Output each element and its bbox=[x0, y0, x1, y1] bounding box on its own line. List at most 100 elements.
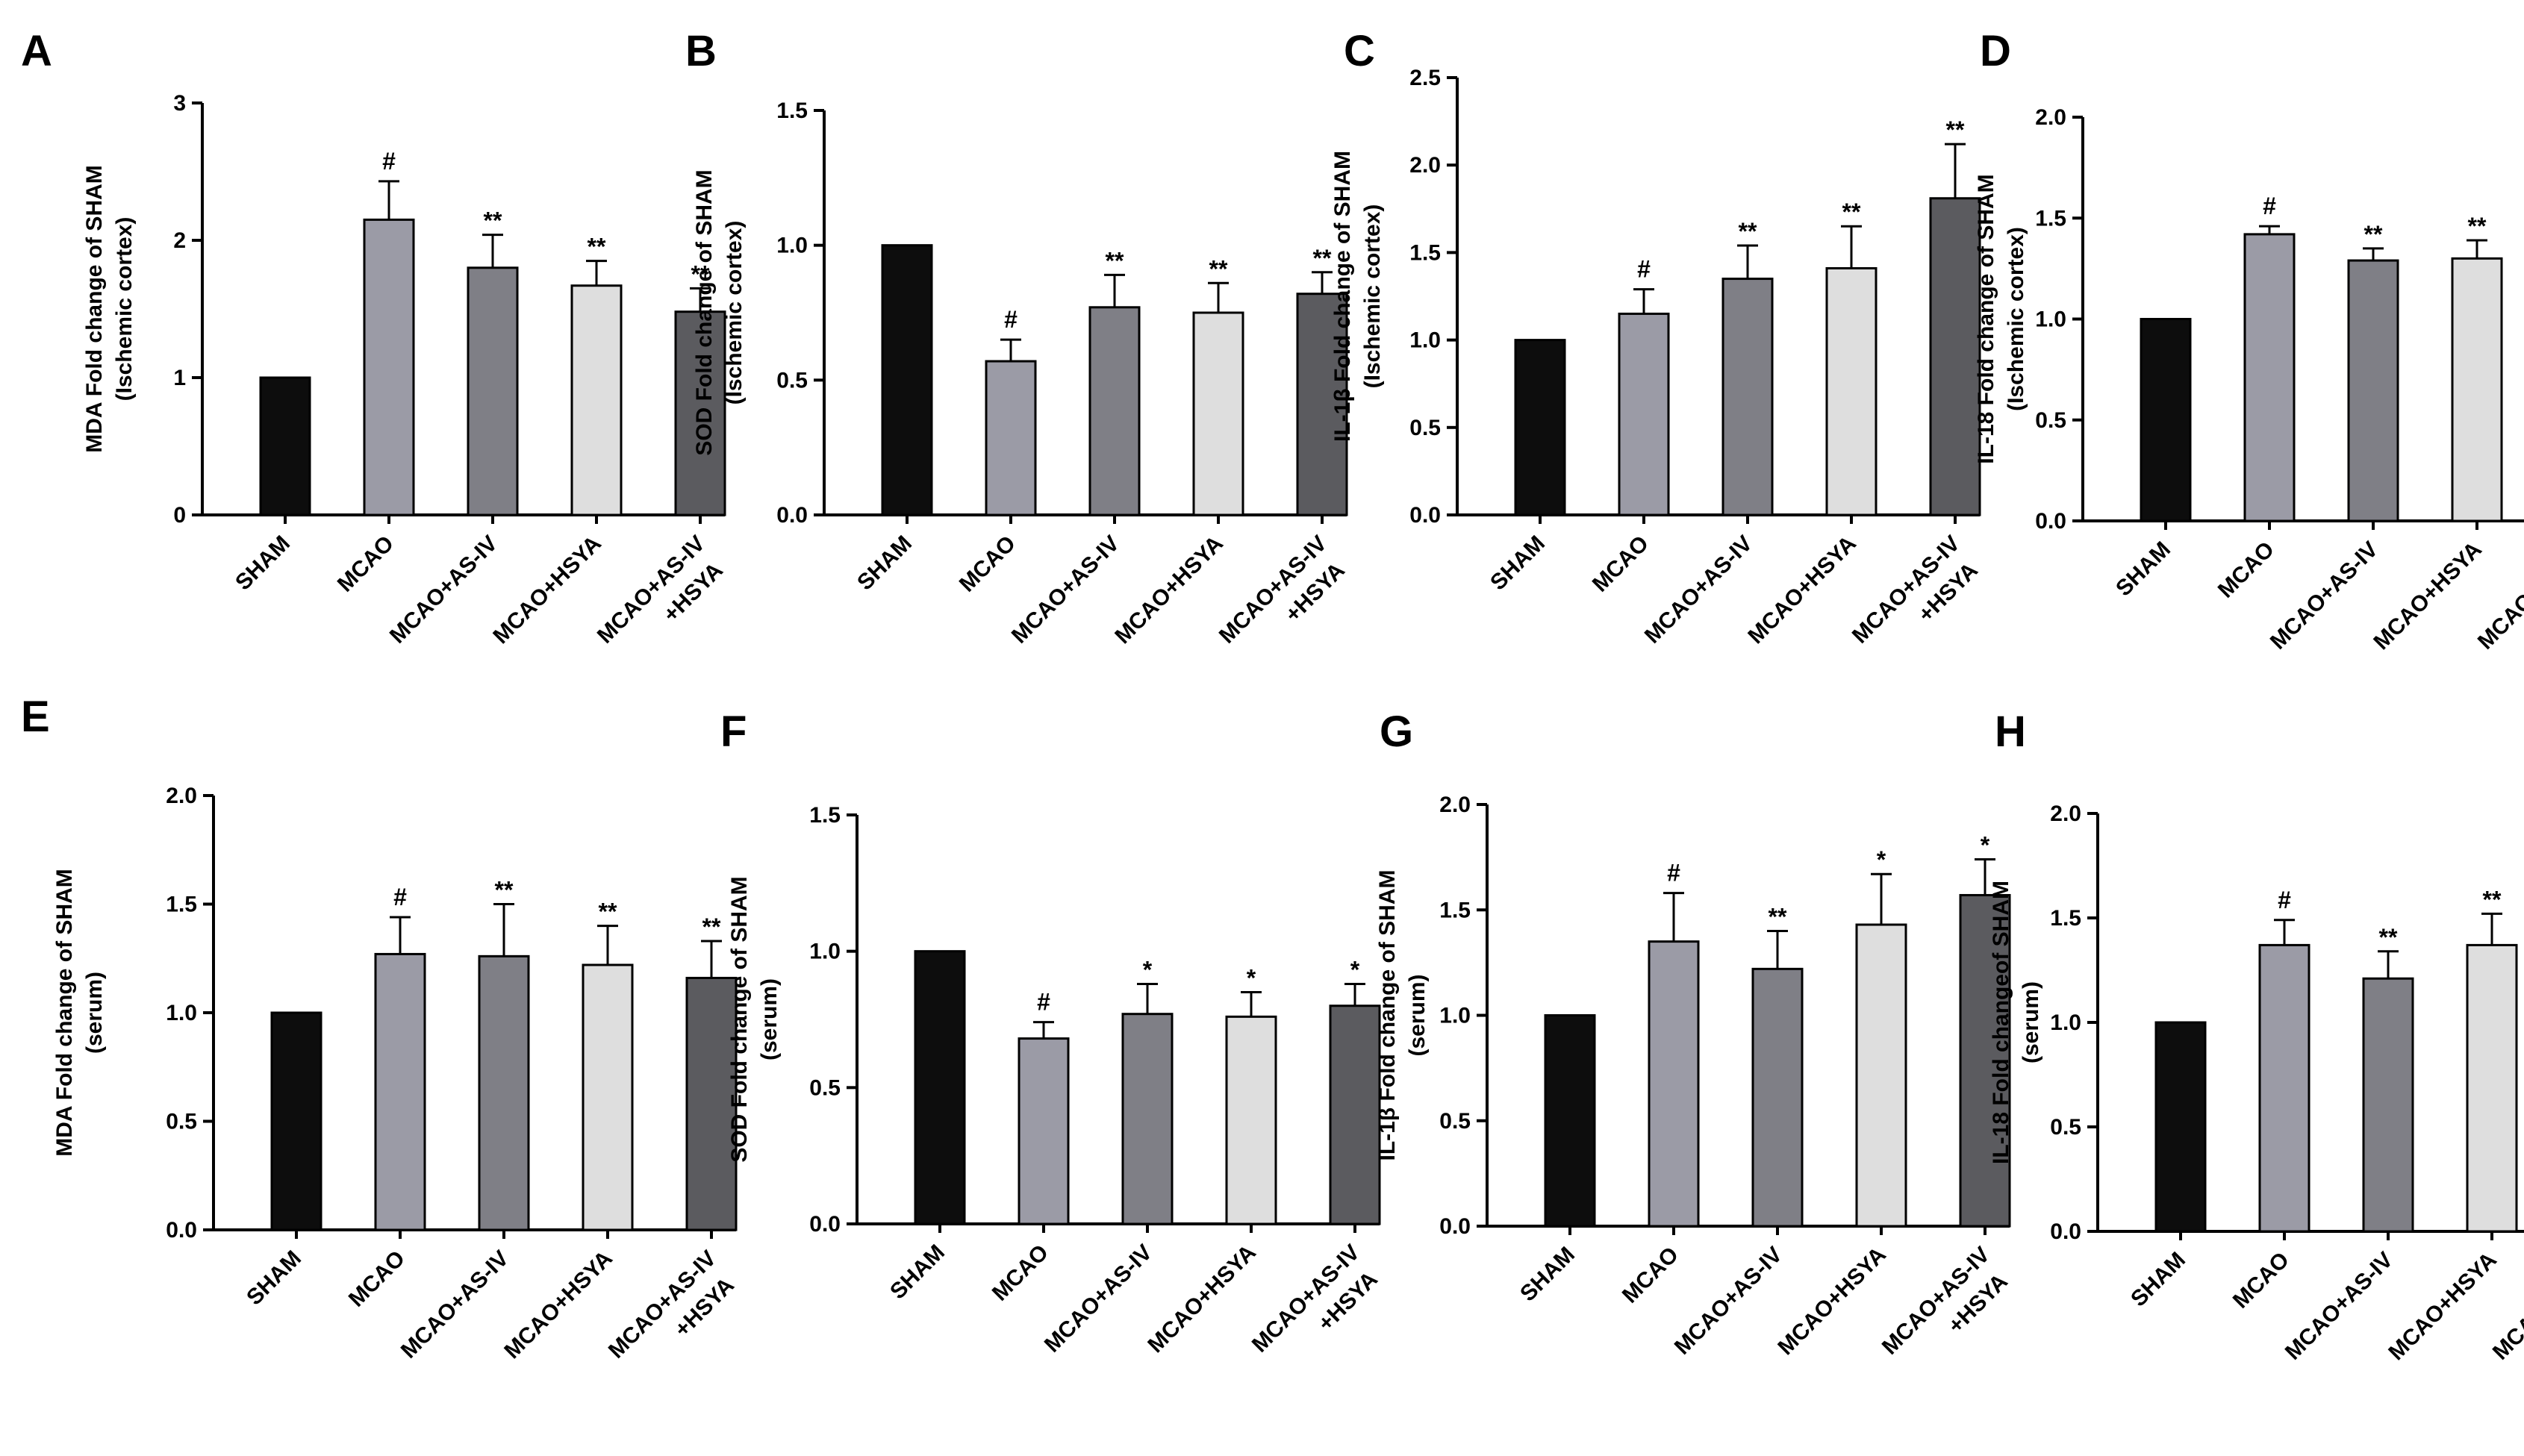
chart-d-category-label: MCAO+HSYA bbox=[2369, 537, 2487, 655]
chart-h-significance-label: # bbox=[2278, 887, 2291, 913]
chart-c-significance-label: ** bbox=[1842, 199, 1861, 225]
chart-b: B 0.0 0.5 1.0 1.5 SOD Fold change of SHAM (Isc… bbox=[685, 27, 1350, 649]
chart-g-y-tick-label: 1.0 bbox=[1439, 1004, 1471, 1028]
chart-h: H 0.0 0.5 1.0 1.5 2.0 IL-18 Fold changeof SHAM… bbox=[1989, 707, 2524, 1365]
chart-e-panel-letter: E bbox=[21, 693, 50, 741]
chart-a-y-tick-label: 2 bbox=[173, 228, 186, 253]
chart-g-y-label: IL-1β Fold change of SHAM bbox=[1375, 870, 1400, 1161]
chart-f-panel-letter: F bbox=[720, 707, 747, 756]
chart-g-y-tick-label: 1.5 bbox=[1439, 898, 1471, 922]
chart-c-bar bbox=[1721, 278, 1774, 516]
chart-a-bar bbox=[570, 284, 623, 516]
chart-d-bar bbox=[2243, 233, 2296, 522]
chart-f-category-label: SHAM bbox=[885, 1240, 950, 1305]
chart-g-category-label: MCAO bbox=[1618, 1243, 1683, 1308]
chart-c-y-tick-label: 2.5 bbox=[1409, 66, 1441, 90]
chart-g-bar bbox=[1648, 940, 1700, 1228]
chart-b-bar bbox=[1192, 311, 1244, 516]
chart-e-category-label: MCAO+HSYA bbox=[499, 1246, 617, 1364]
chart-a-significance-label: ** bbox=[588, 234, 606, 260]
chart-a-category-label: SHAM bbox=[231, 531, 295, 596]
chart-e-y-tick-label: 1.5 bbox=[166, 893, 197, 917]
chart-d-y-label-sub: (Ischemic cortex) bbox=[2004, 227, 2028, 411]
chart-h-category-label: SHAM bbox=[2126, 1248, 2190, 1312]
chart-d-y-tick-label: 0.0 bbox=[2035, 509, 2066, 534]
chart-a-bar bbox=[363, 218, 415, 516]
chart-f-bar bbox=[1329, 1004, 1381, 1225]
chart-d-y-tick-label: 2.0 bbox=[2035, 105, 2066, 130]
chart-e-significance-label: ** bbox=[702, 913, 721, 940]
chart-c-y-tick-label: 2.0 bbox=[1409, 153, 1441, 178]
chart-b-category-label: MCAO bbox=[955, 531, 1020, 597]
chart-e-bar bbox=[270, 1011, 322, 1231]
chart-d-y-tick-label: 0.5 bbox=[2035, 408, 2066, 433]
chart-h-y-tick-label: 1.5 bbox=[2050, 906, 2081, 931]
chart-c-significance-label: ** bbox=[1946, 116, 1965, 143]
chart-a-y-tick-label: 0 bbox=[173, 503, 186, 528]
chart-c-bar bbox=[1825, 266, 1878, 516]
chart-f-significance-label: * bbox=[1143, 957, 1153, 984]
chart-a-y-label: MDA Fold change of SHAM bbox=[82, 165, 107, 453]
chart-d-significance-label: ** bbox=[2468, 213, 2487, 240]
chart-a-category-label: MCAO bbox=[333, 531, 399, 597]
chart-g-y-tick-label: 2.0 bbox=[1439, 793, 1471, 817]
chart-e-y-label-sub: (serum) bbox=[82, 972, 107, 1054]
chart-h-category-label: MCAO bbox=[2228, 1248, 2294, 1313]
chart-d-significance-label: ** bbox=[2364, 221, 2383, 248]
chart-b-y-tick-label: 0.5 bbox=[776, 368, 808, 393]
chart-c-significance-label: # bbox=[1637, 256, 1651, 283]
chart-d-category-label: MCAO+AS-IV bbox=[2266, 537, 2383, 654]
chart-d-category-label: MCAO bbox=[2213, 537, 2279, 603]
chart-d-bar bbox=[2347, 259, 2399, 522]
chart-f-y-tick-label: 0.5 bbox=[809, 1075, 841, 1100]
chart-f-bar bbox=[1225, 1015, 1277, 1225]
chart-a: A 0 1 2 3 MDA Fold change of SHAM (Ischemic co… bbox=[21, 27, 728, 649]
chart-h-bar bbox=[2258, 943, 2310, 1233]
chart-e-y-tick-label: 2.0 bbox=[166, 784, 197, 808]
chart-g-significance-label: # bbox=[1667, 860, 1680, 887]
chart-f-category-label: MCAO bbox=[988, 1240, 1053, 1306]
chart-g-category-label: MCAO+AS-IV bbox=[1670, 1243, 1787, 1360]
chart-c-category-label: MCAO+AS-IV bbox=[1640, 531, 1757, 649]
chart-d-y-label: IL-18 Fold change of SHAM bbox=[1974, 174, 1998, 463]
chart-a-significance-label: # bbox=[382, 148, 396, 175]
chart-f-y-label: SOD Fold change of SHAM bbox=[727, 876, 752, 1162]
chart-b-significance-label: ** bbox=[1209, 255, 1228, 282]
chart-b-bar bbox=[1088, 306, 1141, 516]
chart-e-significance-label: # bbox=[393, 884, 407, 910]
chart-e-y-label: MDA Fold change of SHAM bbox=[52, 869, 77, 1157]
chart-h-significance-label: ** bbox=[2483, 886, 2502, 913]
chart-e-bar bbox=[478, 954, 530, 1231]
chart-c-y-label-sub: (Ischemic cortex) bbox=[1360, 204, 1385, 389]
chart-e-bar bbox=[685, 976, 738, 1231]
chart-c-category-label: MCAO+HSYA bbox=[1743, 531, 1861, 649]
chart-a-bar bbox=[467, 266, 519, 516]
chart-f-category-label: MCAO+HSYA bbox=[1143, 1240, 1261, 1358]
chart-g: G 0.0 0.5 1.0 1.5 2.0 IL-1β Fold change of SHA… bbox=[1375, 707, 2013, 1360]
chart-b-y-label-sub: (Ischemic cortex) bbox=[722, 221, 747, 405]
chart-b-category-label: MCAO+HSYA bbox=[1110, 531, 1228, 649]
chart-f-significance-label: # bbox=[1037, 989, 1050, 1016]
chart-b-significance-label: # bbox=[1004, 306, 1018, 333]
chart-g-category-label: MCAO+HSYA bbox=[1773, 1243, 1891, 1360]
chart-g-panel-letter: G bbox=[1380, 707, 1413, 756]
chart-c-y-tick-label: 0.0 bbox=[1409, 503, 1441, 528]
chart-h-bar bbox=[2362, 977, 2414, 1233]
chart-f: F 0.0 0.5 1.0 1.5 SOD Fold change of SHAM (ser… bbox=[720, 707, 1383, 1357]
chart-c: C 0.0 0.5 1.0 1.5 2.0 2.5 IL-1β Fold change of … bbox=[1330, 27, 1983, 649]
chart-c-category-label: MCAO bbox=[1588, 531, 1654, 597]
chart-d-panel-letter: D bbox=[1980, 27, 2011, 75]
chart-e-category-label: SHAM bbox=[242, 1246, 306, 1310]
chart-b-category-label: MCAO+AS-IV bbox=[1007, 531, 1124, 649]
chart-e-category-label: MCAO+AS-IV bbox=[396, 1246, 514, 1363]
chart-c-panel-letter: C bbox=[1344, 27, 1375, 75]
chart-e-bar bbox=[582, 963, 634, 1231]
chart-c-bar bbox=[1514, 339, 1566, 516]
chart-d-significance-label: # bbox=[2263, 193, 2276, 219]
chart-d-bar bbox=[2140, 318, 2192, 522]
chart-b-y-tick-label: 0.0 bbox=[776, 503, 808, 528]
chart-d: D 0.0 0.5 1.0 1.5 2.0 IL-18 Fold change of SHA… bbox=[1974, 27, 2524, 654]
chart-e-y-tick-label: 0.0 bbox=[166, 1218, 197, 1243]
chart-c-significance-label: ** bbox=[1739, 218, 1757, 245]
